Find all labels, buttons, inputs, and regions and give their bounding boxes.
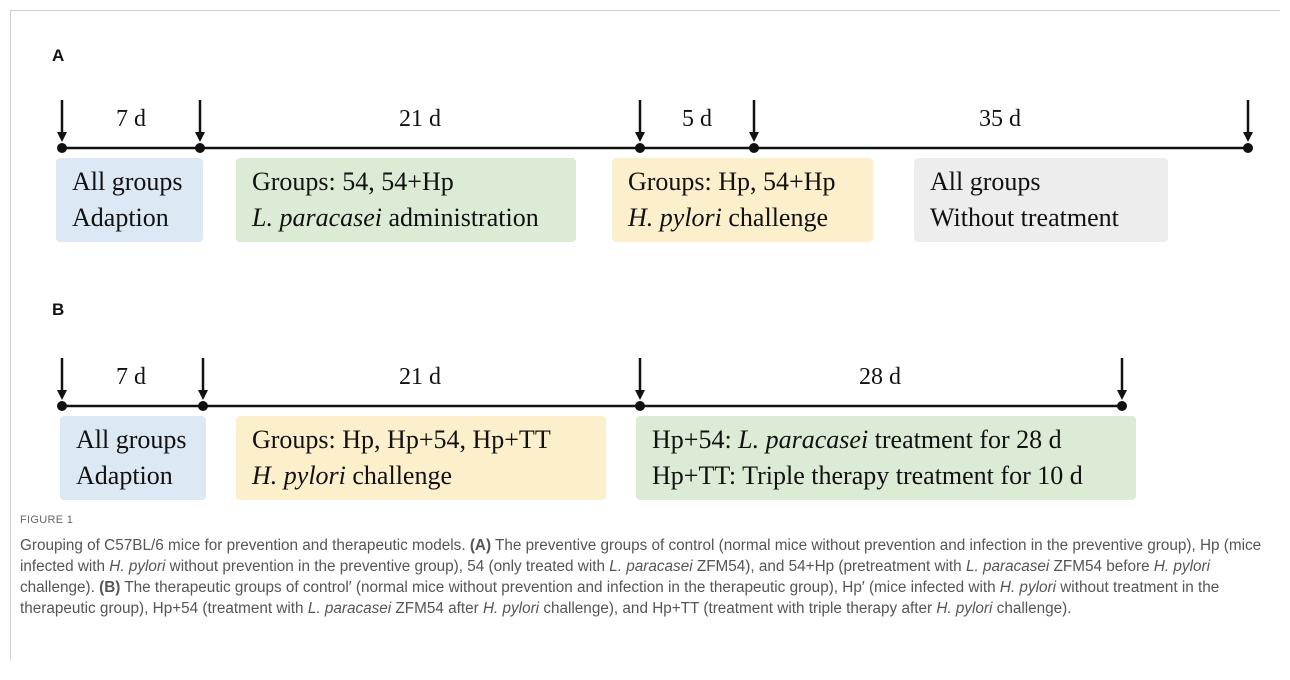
- figure-caption: Grouping of C57BL/6 mice for prevention …: [20, 535, 1265, 619]
- box-line: Hp+TT: Triple therapy treatment for 10 d: [652, 458, 1136, 494]
- caption-text: H. pylori: [1153, 558, 1210, 575]
- caption-text: H. pylori: [936, 600, 993, 617]
- arrow-head: [635, 132, 645, 142]
- box-line: All groups: [930, 164, 1168, 200]
- arrow-head: [1243, 132, 1253, 142]
- caption-text: ZFM54 before: [1049, 558, 1154, 575]
- arrow-head: [195, 132, 205, 142]
- arrow-head: [749, 132, 759, 142]
- panel-label: B: [52, 300, 65, 319]
- caption-text: ZFM54 after: [391, 600, 483, 617]
- group-box: Hp+54: L. paracasei treatment for 28 d Hp…: [636, 416, 1136, 500]
- box-line: Groups: Hp, 54+Hp: [628, 164, 873, 200]
- box-line: H. pylori challenge: [628, 200, 873, 236]
- caption-text: The preventive groups of control (normal…: [20, 537, 1262, 575]
- group-box: All groups Without treatment: [914, 158, 1168, 242]
- timeline-dot: [635, 143, 645, 153]
- box-text: Groups: 54, 54+Hp: [252, 167, 454, 196]
- box-text: All groups: [930, 167, 1041, 196]
- panel-label: A: [52, 46, 65, 65]
- box-text: Adaption: [76, 461, 173, 490]
- timeline-dot: [1243, 143, 1253, 153]
- caption-text: L. paracasei: [965, 558, 1050, 575]
- box-text: Groups: Hp, Hp+54, Hp+TT: [252, 425, 551, 454]
- box-text: H. pylori: [628, 203, 722, 232]
- caption-text: without prevention in the preventive gro…: [165, 558, 610, 575]
- caption-text: H. pylori: [109, 558, 166, 575]
- group-box: All groups Adaption: [60, 416, 206, 500]
- duration-label: 35 d: [979, 106, 1021, 132]
- box-line: All groups: [76, 422, 206, 458]
- caption-text: (A): [469, 537, 492, 554]
- box-text: All groups: [72, 167, 183, 196]
- box-text: All groups: [76, 425, 187, 454]
- box-text: Groups: Hp, 54+Hp: [628, 167, 836, 196]
- caption-text: L. paracasei: [609, 558, 693, 575]
- box-line: Without treatment: [930, 200, 1168, 236]
- box-text: administration: [382, 203, 539, 232]
- box-line: Adaption: [72, 200, 203, 236]
- duration-label: 5 d: [682, 106, 712, 132]
- caption-text: challenge).: [20, 579, 100, 596]
- box-line: Groups: 54, 54+Hp: [252, 164, 576, 200]
- timeline-dot: [749, 143, 759, 153]
- group-box: Groups: Hp, 54+Hp H. pylori challenge: [612, 158, 873, 242]
- group-box: Groups: 54, 54+Hp L. paracasei administra…: [236, 158, 576, 242]
- caption-text: without treatment in the therapeutic gro…: [20, 579, 1220, 617]
- caption-text: L. paracasei: [307, 600, 392, 617]
- arrow-head: [635, 390, 645, 400]
- figure-frame: [10, 10, 1280, 660]
- box-text: challenge: [345, 461, 452, 490]
- box-text: Hp+TT: Triple therapy treatment for 10 d: [652, 461, 1083, 490]
- caption-text: challenge).: [992, 600, 1072, 617]
- box-line: All groups: [72, 164, 203, 200]
- timeline-dot: [1117, 401, 1127, 411]
- box-text: treatment for 28 d: [868, 425, 1062, 454]
- box-text: L. paracasei: [252, 203, 382, 232]
- arrow-head: [1117, 390, 1127, 400]
- caption-text: The therapeutic groups of control′ (norm…: [120, 579, 1000, 596]
- group-box: Groups: Hp, Hp+54, Hp+TT H. pylori challe…: [236, 416, 606, 500]
- caption-text: H. pylori: [999, 579, 1056, 596]
- timeline-dot: [57, 143, 67, 153]
- caption-text: H. pylori: [482, 600, 540, 617]
- arrow-head: [57, 132, 67, 142]
- box-text: challenge: [721, 203, 828, 232]
- box-text: Without treatment: [930, 203, 1119, 232]
- duration-label: 7 d: [116, 106, 146, 132]
- box-line: L. paracasei administration: [252, 200, 576, 236]
- caption-text: ZFM54), and 54+Hp (pretreatment with: [692, 558, 966, 575]
- timeline-dot: [198, 401, 208, 411]
- duration-label: 7 d: [116, 364, 146, 390]
- box-text: L. paracasei: [738, 425, 869, 454]
- caption-text: challenge), and Hp+TT (treatment with tr…: [539, 600, 937, 617]
- box-text: H. pylori: [252, 461, 346, 490]
- arrow-head: [198, 390, 208, 400]
- box-text: Adaption: [72, 203, 169, 232]
- caption-text: (B): [99, 579, 121, 596]
- group-box: All groups Adaption: [56, 158, 203, 242]
- box-line: Adaption: [76, 458, 206, 494]
- box-line: H. pylori challenge: [252, 458, 606, 494]
- timeline-dot: [635, 401, 645, 411]
- timeline-dot: [195, 143, 205, 153]
- duration-label: 21 d: [399, 106, 441, 132]
- box-line: Hp+54: L. paracasei treatment for 28 d: [652, 422, 1136, 458]
- box-text: Hp+54:: [652, 425, 739, 454]
- box-line: Groups: Hp, Hp+54, Hp+TT: [252, 422, 606, 458]
- duration-label: 28 d: [859, 364, 901, 390]
- figure-label: FIGURE 1: [20, 514, 74, 526]
- arrow-head: [57, 390, 67, 400]
- timeline-dot: [57, 401, 67, 411]
- caption-text: Grouping of C57BL/6 mice for prevention …: [20, 537, 470, 554]
- duration-label: 21 d: [399, 364, 441, 390]
